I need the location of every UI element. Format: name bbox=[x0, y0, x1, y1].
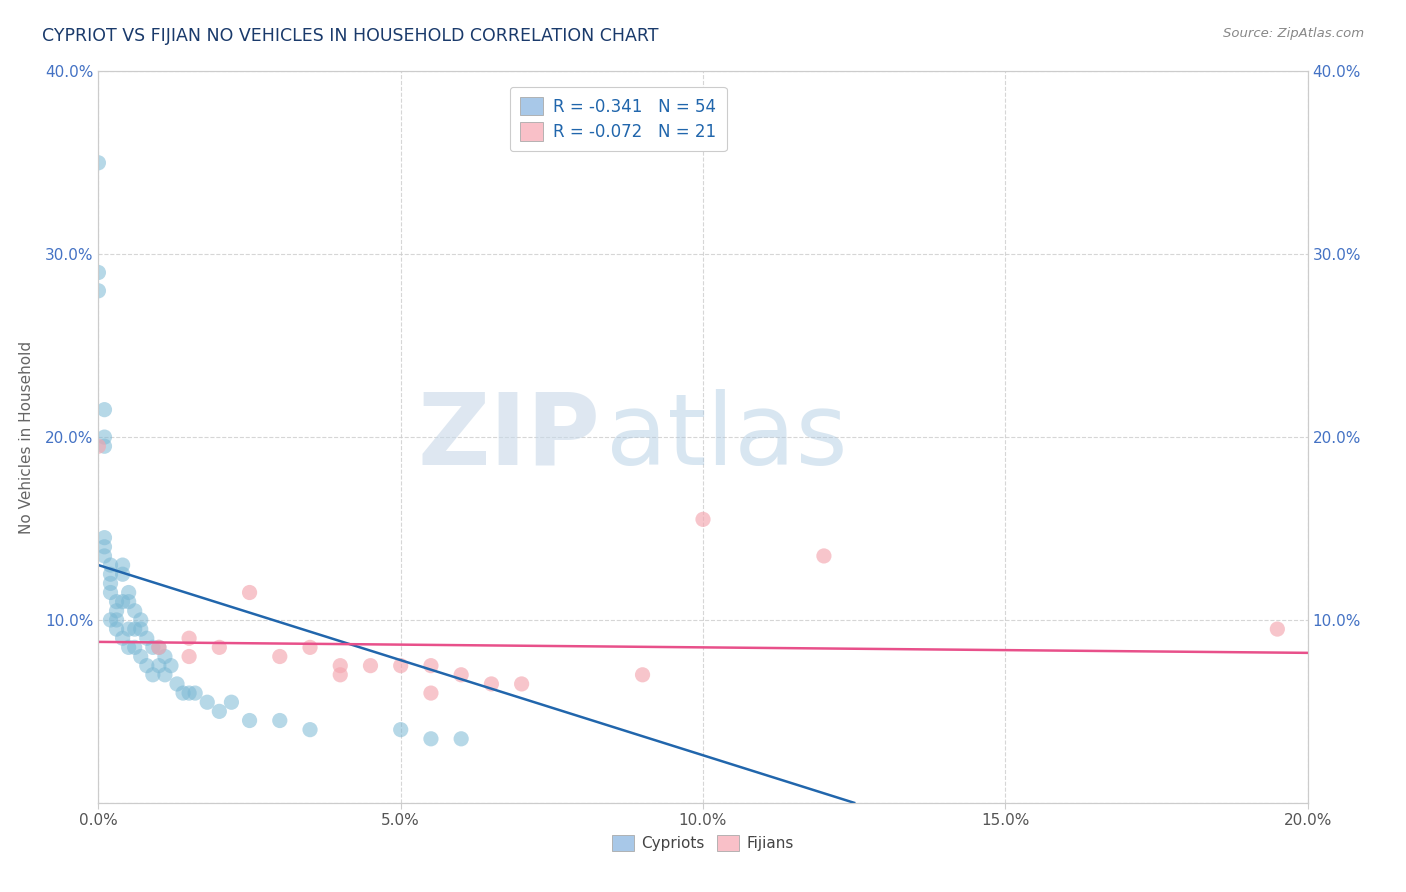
Point bbox=[239, 714, 262, 728]
Point bbox=[142, 667, 165, 681]
Point bbox=[87, 284, 110, 298]
Point bbox=[420, 686, 443, 700]
Point bbox=[813, 549, 835, 563]
Point bbox=[239, 585, 262, 599]
Point bbox=[135, 632, 157, 646]
Point bbox=[208, 640, 231, 655]
Point bbox=[329, 658, 352, 673]
Text: ZIP: ZIP bbox=[418, 389, 600, 485]
Y-axis label: No Vehicles in Household: No Vehicles in Household bbox=[18, 341, 34, 533]
Point bbox=[389, 723, 412, 737]
Point bbox=[93, 439, 115, 453]
Point bbox=[1267, 622, 1289, 636]
Point bbox=[111, 558, 134, 573]
Point bbox=[148, 640, 170, 655]
Point bbox=[389, 658, 412, 673]
Point bbox=[100, 558, 122, 573]
Point bbox=[111, 632, 134, 646]
Point bbox=[118, 585, 141, 599]
Point bbox=[166, 677, 188, 691]
Point bbox=[93, 430, 115, 444]
Point bbox=[221, 695, 243, 709]
Point bbox=[118, 622, 141, 636]
Text: atlas: atlas bbox=[606, 389, 848, 485]
Point bbox=[100, 567, 122, 582]
Point bbox=[135, 658, 157, 673]
Point bbox=[129, 622, 152, 636]
Point bbox=[148, 658, 170, 673]
Point bbox=[87, 266, 110, 280]
Point bbox=[100, 576, 122, 591]
Point bbox=[692, 512, 714, 526]
Point bbox=[329, 667, 352, 681]
Point bbox=[208, 705, 231, 719]
Point bbox=[124, 622, 146, 636]
Point bbox=[111, 594, 134, 608]
Point bbox=[153, 649, 176, 664]
Point bbox=[124, 604, 146, 618]
Point bbox=[269, 649, 291, 664]
Legend: Cypriots, Fijians: Cypriots, Fijians bbox=[606, 829, 800, 857]
Point bbox=[360, 658, 382, 673]
Point bbox=[93, 402, 115, 417]
Point bbox=[269, 714, 291, 728]
Point bbox=[93, 531, 115, 545]
Text: CYPRIOT VS FIJIAN NO VEHICLES IN HOUSEHOLD CORRELATION CHART: CYPRIOT VS FIJIAN NO VEHICLES IN HOUSEHO… bbox=[42, 27, 658, 45]
Point bbox=[450, 667, 472, 681]
Point bbox=[179, 649, 201, 664]
Point bbox=[87, 156, 110, 170]
Point bbox=[420, 731, 443, 746]
Point bbox=[148, 640, 170, 655]
Point bbox=[299, 723, 322, 737]
Point bbox=[420, 658, 443, 673]
Point bbox=[100, 585, 122, 599]
Point bbox=[172, 686, 194, 700]
Point bbox=[129, 613, 152, 627]
Point bbox=[105, 622, 128, 636]
Point bbox=[129, 649, 152, 664]
Point bbox=[118, 640, 141, 655]
Point bbox=[160, 658, 183, 673]
Point bbox=[87, 439, 110, 453]
Point bbox=[481, 677, 503, 691]
Point bbox=[105, 613, 128, 627]
Point bbox=[100, 613, 122, 627]
Point bbox=[195, 695, 218, 709]
Point bbox=[105, 604, 128, 618]
Point bbox=[124, 640, 146, 655]
Text: Source: ZipAtlas.com: Source: ZipAtlas.com bbox=[1223, 27, 1364, 40]
Point bbox=[118, 594, 141, 608]
Point bbox=[153, 667, 176, 681]
Point bbox=[510, 677, 533, 691]
Point bbox=[142, 640, 165, 655]
Point bbox=[93, 549, 115, 563]
Point bbox=[184, 686, 207, 700]
Point bbox=[105, 594, 128, 608]
Point bbox=[179, 632, 201, 646]
Point bbox=[179, 686, 201, 700]
Point bbox=[450, 731, 472, 746]
Point bbox=[111, 567, 134, 582]
Point bbox=[93, 540, 115, 554]
Point bbox=[631, 667, 654, 681]
Point bbox=[299, 640, 322, 655]
